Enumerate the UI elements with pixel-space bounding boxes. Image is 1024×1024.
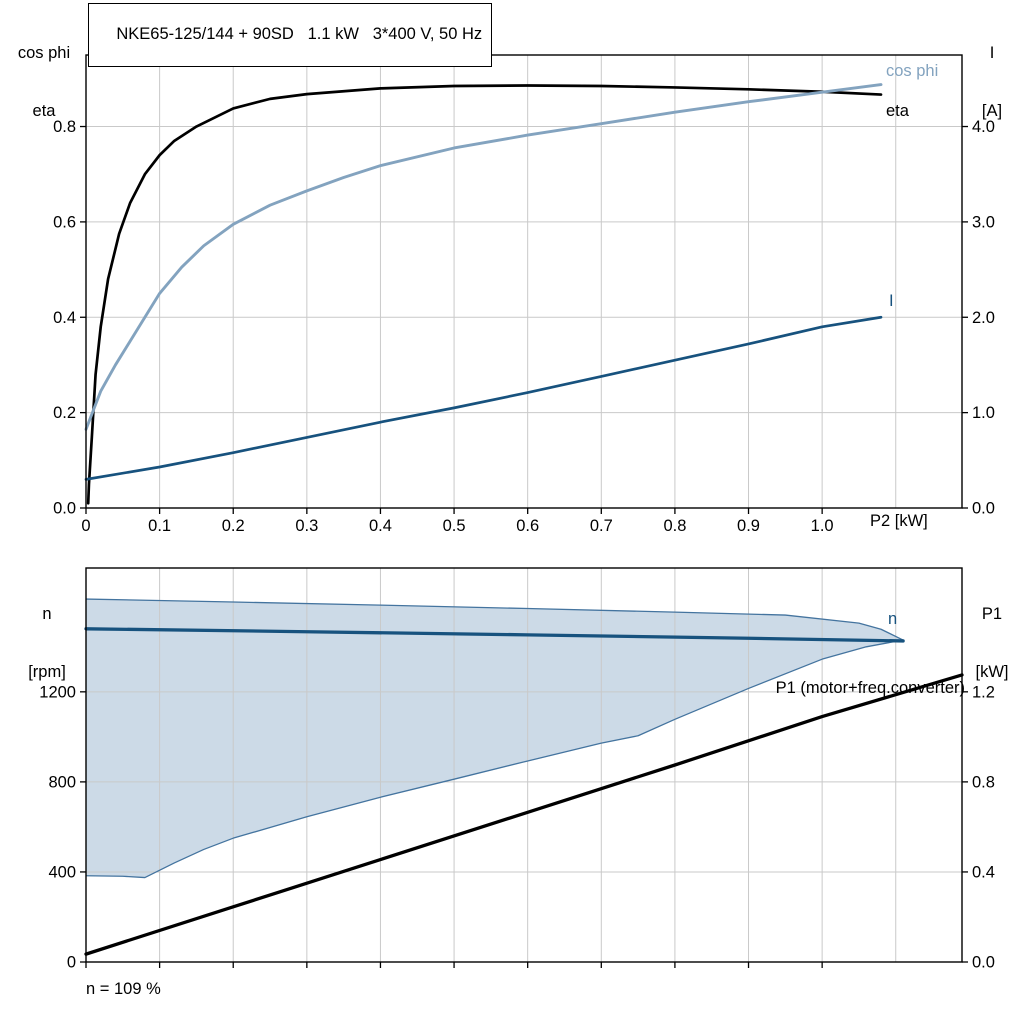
bottom-left-axis-label: n [rpm] [14, 566, 80, 722]
axis-label-p1: P1 [981, 604, 1003, 623]
svg-text:400: 400 [48, 863, 76, 881]
axis-label-speed: n [42, 604, 52, 623]
svg-text:0.0: 0.0 [972, 500, 995, 518]
bottom-right-axis-label: P1 [kW] [962, 566, 1022, 722]
axis-label-p1-unit: [kW] [975, 663, 1009, 682]
svg-text:0.2: 0.2 [222, 517, 245, 535]
svg-text:0.8: 0.8 [663, 517, 686, 535]
svg-text:4.0: 4.0 [972, 118, 995, 136]
axis-label-current: I [989, 43, 995, 62]
speed-curve-label: n [888, 610, 898, 628]
svg-text:0.0: 0.0 [53, 500, 76, 518]
top-right-axis-label: I [A] [966, 5, 1018, 161]
eta-curve-label: eta [886, 102, 909, 120]
svg-text:0.7: 0.7 [590, 517, 613, 535]
cos-phi-curve-label: cos phi [886, 62, 939, 80]
svg-text:0.6: 0.6 [53, 213, 76, 231]
svg-text:0.8: 0.8 [53, 118, 76, 136]
top-left-axis-label: cos phi eta [6, 5, 82, 161]
svg-text:0.2: 0.2 [53, 404, 76, 422]
chart-title: NKE65-125/144 + 90SD 1.1 kW 3*400 V, 50 … [116, 25, 483, 43]
svg-text:2.0: 2.0 [972, 309, 995, 327]
axis-label-eta: eta [32, 102, 56, 121]
svg-text:1.0: 1.0 [972, 404, 995, 422]
svg-text:0.9: 0.9 [737, 517, 760, 535]
svg-text:0.6: 0.6 [516, 517, 539, 535]
svg-text:0.1: 0.1 [148, 517, 171, 535]
svg-text:3.0: 3.0 [972, 213, 995, 231]
svg-text:0.4: 0.4 [53, 309, 76, 327]
svg-text:0.4: 0.4 [972, 863, 995, 881]
svg-text:0.5: 0.5 [443, 517, 466, 535]
x-axis-unit-label: P2 [kW] [870, 512, 928, 530]
svg-text:1200: 1200 [39, 683, 76, 701]
svg-text:0.4: 0.4 [369, 517, 392, 535]
svg-text:0.3: 0.3 [295, 517, 318, 535]
svg-text:800: 800 [48, 773, 76, 791]
axis-label-speed-unit: [rpm] [28, 663, 66, 682]
speed-percent-footnote: n = 109 % [86, 980, 161, 998]
p1-curve-label: P1 (motor+freq.converter) [775, 679, 965, 697]
axis-label-cos-phi: cos phi [17, 43, 71, 62]
svg-text:1.0: 1.0 [811, 517, 834, 535]
svg-text:0: 0 [67, 954, 76, 972]
svg-text:1.2: 1.2 [972, 683, 995, 701]
svg-text:0.0: 0.0 [972, 954, 995, 972]
current-curve-label: I [889, 292, 894, 310]
chart-title-box: NKE65-125/144 + 90SD 1.1 kW 3*400 V, 50 … [88, 3, 493, 67]
svg-text:0.8: 0.8 [972, 773, 995, 791]
svg-text:0: 0 [81, 517, 90, 535]
axis-label-current-unit: [A] [981, 102, 1003, 121]
